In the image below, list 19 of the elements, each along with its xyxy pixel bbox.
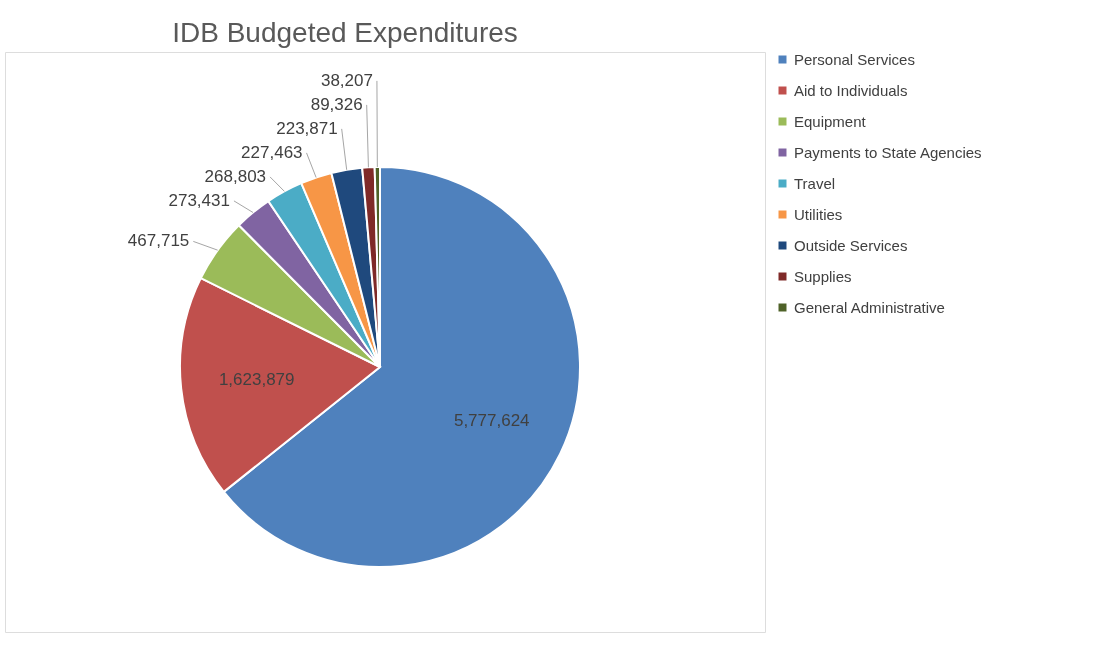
data-label: 89,326 bbox=[310, 94, 363, 114]
data-label: 5,777,624 bbox=[453, 410, 530, 430]
data-label: 38,207 bbox=[320, 70, 373, 90]
data-label: 467,715 bbox=[127, 231, 190, 251]
data-label: 1,623,879 bbox=[218, 370, 295, 390]
legend-label: Supplies bbox=[794, 267, 852, 285]
data-label: 227,463 bbox=[241, 142, 303, 162]
legend-label: Personal Services bbox=[794, 50, 915, 68]
legend-label: Payments to State Agencies bbox=[794, 143, 982, 161]
legend-label: Utilities bbox=[794, 205, 843, 223]
data-label: 273,431 bbox=[168, 190, 230, 210]
legend-label: Equipment bbox=[794, 112, 867, 130]
data-label: 268,803 bbox=[204, 166, 267, 186]
legend-label: Travel bbox=[794, 174, 836, 192]
legend-label: General Administrative bbox=[794, 298, 945, 316]
legend-label: Outside Services bbox=[794, 236, 908, 254]
chart-title: IDB Budgeted Expenditures bbox=[172, 17, 518, 48]
data-label: 223,871 bbox=[276, 118, 338, 138]
legend-label: Aid to Individuals bbox=[794, 81, 908, 99]
